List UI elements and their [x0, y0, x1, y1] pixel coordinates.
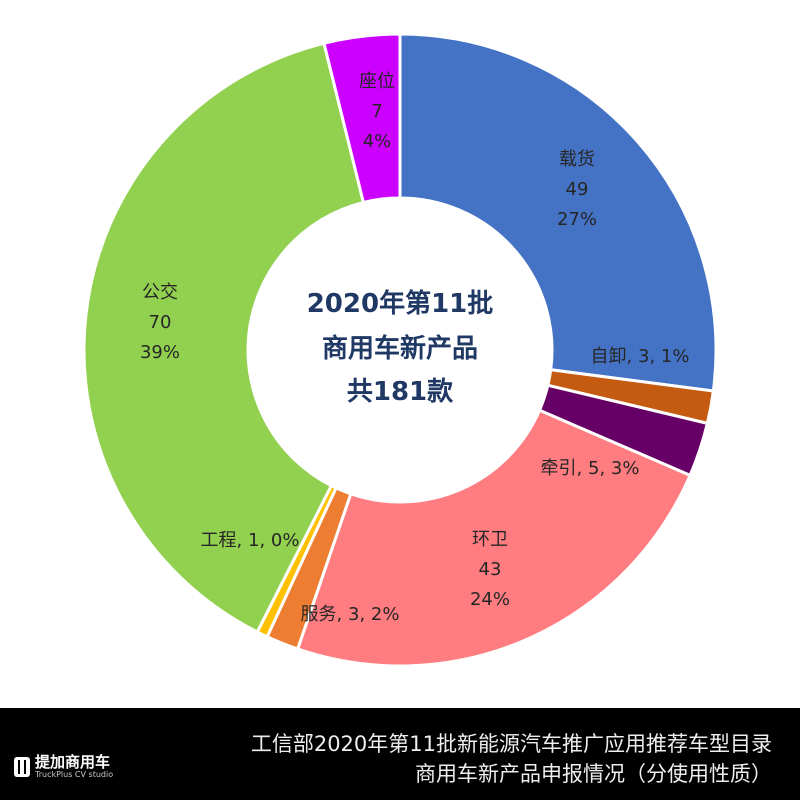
logo-text: 提加商用车 — [35, 753, 111, 771]
center-title-line1: 2020年第11批 — [307, 288, 494, 319]
center-title-line2: 商用车新产品 — [322, 333, 478, 364]
data-label-公交: 70 — [149, 312, 172, 333]
logo-icon — [14, 757, 30, 777]
data-label-牵引: 牵引, 5, 3% — [541, 458, 640, 479]
data-label-环卫: 43 — [479, 559, 502, 580]
data-label-座位: 4% — [363, 131, 392, 152]
data-label-自卸: 自卸, 3, 1% — [591, 346, 690, 367]
footer-banner: 提加商用车 TruckPlus CV studio 工信部2020年第11批新能… — [0, 708, 800, 800]
logo: 提加商用车 TruckPlus CV studio — [14, 755, 113, 779]
footer-title: 工信部2020年第11批新能源汽车推广应用推荐车型目录 — [250, 732, 772, 756]
data-label-工程: 工程, 1, 0% — [201, 530, 300, 551]
slice-公交 — [82, 41, 366, 634]
logo-subtext: TruckPlus CV studio — [35, 770, 114, 779]
slice-载货 — [398, 32, 718, 393]
data-label-载货: 27% — [557, 209, 597, 230]
data-label-公交: 公交 — [142, 282, 178, 303]
data-label-载货: 49 — [566, 179, 589, 200]
donut-chart: 载货 49 27% 自卸, 3, 1% 牵引, 5, 3% 环卫 43 24% 服务, 3, 2… — [82, 32, 718, 668]
data-label-载货: 载货 — [559, 149, 595, 170]
slice-座位 — [322, 32, 402, 205]
data-label-服务: 服务, 3, 2% — [301, 604, 400, 625]
data-label-座位: 座位 — [359, 71, 395, 92]
data-label-环卫: 24% — [470, 589, 510, 610]
center-title-line3: 共181款 — [347, 377, 454, 407]
slice-环卫 — [295, 408, 693, 668]
data-label-环卫: 环卫 — [472, 529, 508, 550]
data-label-座位: 7 — [371, 101, 382, 122]
data-label-公交: 39% — [140, 342, 180, 363]
footer-subtitle: 商用车新产品申报情况（分使用性质） — [415, 762, 772, 786]
